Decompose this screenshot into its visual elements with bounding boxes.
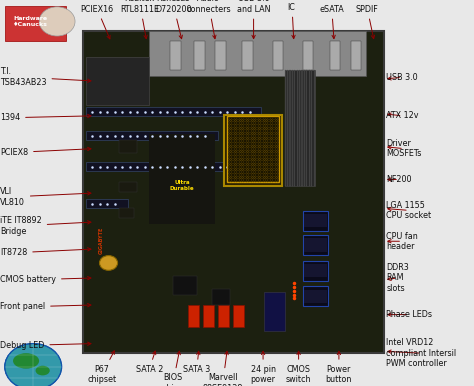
Bar [273, 41, 283, 69]
Text: Renesas
D720200: Renesas D720200 [155, 0, 191, 39]
Bar [311, 69, 312, 186]
Ellipse shape [36, 366, 50, 375]
Circle shape [39, 7, 75, 36]
Bar [86, 57, 149, 105]
Text: Marvell
88SE9128
IC: Marvell 88SE9128 IC [271, 0, 312, 39]
Bar [303, 286, 328, 306]
Bar [303, 211, 328, 231]
Bar [83, 31, 384, 353]
Text: DDR3
RAM
slots: DDR3 RAM slots [386, 263, 409, 293]
Text: Phase LEDs: Phase LEDs [386, 310, 432, 319]
Bar [309, 69, 310, 186]
Bar [86, 199, 128, 208]
Bar [304, 214, 327, 227]
Text: VLI
VL810: VLI VL810 [0, 187, 91, 207]
Bar [264, 292, 284, 331]
Bar [306, 69, 308, 186]
Bar [301, 69, 303, 186]
Bar [304, 69, 305, 186]
Bar [303, 41, 313, 69]
Bar [243, 41, 253, 69]
Text: Marvell
88SE9128: Marvell 88SE9128 [202, 351, 243, 386]
Bar [170, 41, 181, 69]
Text: PCIEX16: PCIEX16 [81, 5, 114, 39]
Bar [297, 69, 298, 186]
Bar [284, 69, 315, 186]
Text: Hardware
♦Canucks: Hardware ♦Canucks [13, 16, 48, 27]
Bar [194, 41, 205, 69]
Text: USB 3.0: USB 3.0 [386, 73, 418, 82]
Text: Debug LED: Debug LED [0, 341, 91, 350]
Text: Driver
MOSFETs: Driver MOSFETs [386, 139, 422, 158]
Bar [303, 261, 328, 281]
Text: Ultra
Durable: Ultra Durable [170, 180, 195, 191]
Text: SATA 2: SATA 2 [136, 351, 163, 374]
Text: BIOS
chips: BIOS chips [163, 351, 183, 386]
Text: GIGABYTE: GIGABYTE [99, 227, 103, 254]
Text: Realtek
RTL8111E: Realtek RTL8111E [120, 0, 159, 39]
Bar [290, 69, 291, 186]
Bar [304, 264, 327, 278]
Bar [119, 141, 137, 153]
Bar [292, 69, 293, 186]
Bar [233, 305, 244, 327]
Text: iTE IT8892
Bridge: iTE IT8892 Bridge [0, 216, 91, 235]
Text: SATA 3: SATA 3 [183, 351, 210, 374]
Text: T.I.
TSB43AB23: T.I. TSB43AB23 [0, 68, 91, 87]
Text: 1394: 1394 [0, 113, 91, 122]
Text: IT8728: IT8728 [0, 248, 91, 257]
Bar [351, 41, 361, 69]
Text: Power
button: Power button [326, 351, 352, 384]
Text: NF200: NF200 [386, 175, 412, 184]
Text: 24 pin
power: 24 pin power [251, 351, 275, 384]
Text: SPDIF: SPDIF [356, 5, 379, 39]
Bar [303, 235, 328, 255]
Bar [149, 31, 366, 76]
Bar [219, 305, 229, 327]
Bar [330, 41, 340, 69]
Bar [304, 238, 327, 252]
Bar [212, 289, 230, 305]
Text: ATX 12v: ATX 12v [386, 111, 419, 120]
Bar [119, 208, 134, 218]
Circle shape [100, 256, 118, 270]
Bar [228, 116, 279, 182]
Circle shape [5, 344, 62, 386]
Text: USB 3.0
and LAN: USB 3.0 and LAN [237, 0, 270, 39]
Bar [188, 305, 199, 327]
Bar [86, 107, 261, 116]
Text: CPU fan
header: CPU fan header [386, 232, 418, 251]
Bar [284, 69, 286, 186]
Text: Intel VRD12
compliant Intersil
PWM controller: Intel VRD12 compliant Intersil PWM contr… [386, 338, 456, 368]
Bar [119, 182, 137, 192]
Text: Front panel: Front panel [0, 302, 91, 312]
Text: Audio
connecters: Audio connecters [186, 0, 231, 39]
Text: CMOS battery: CMOS battery [0, 275, 91, 284]
Ellipse shape [13, 353, 39, 369]
Text: PCIEX8: PCIEX8 [0, 147, 91, 157]
Bar [294, 69, 295, 186]
Bar [173, 276, 197, 295]
Bar [86, 162, 261, 171]
Text: LGA 1155
CPU socket: LGA 1155 CPU socket [386, 201, 431, 220]
Text: P67
chipset: P67 chipset [87, 351, 117, 384]
Bar [313, 69, 315, 186]
Bar [215, 41, 226, 69]
Bar [224, 115, 282, 186]
Bar [287, 69, 288, 186]
Bar [299, 69, 300, 186]
Bar [304, 290, 327, 303]
Bar [149, 134, 215, 224]
Bar [203, 305, 214, 327]
Bar [5, 6, 66, 41]
Bar [86, 132, 219, 141]
Text: CMOS
switch: CMOS switch [286, 351, 311, 384]
Text: eSATA: eSATA [319, 5, 344, 39]
